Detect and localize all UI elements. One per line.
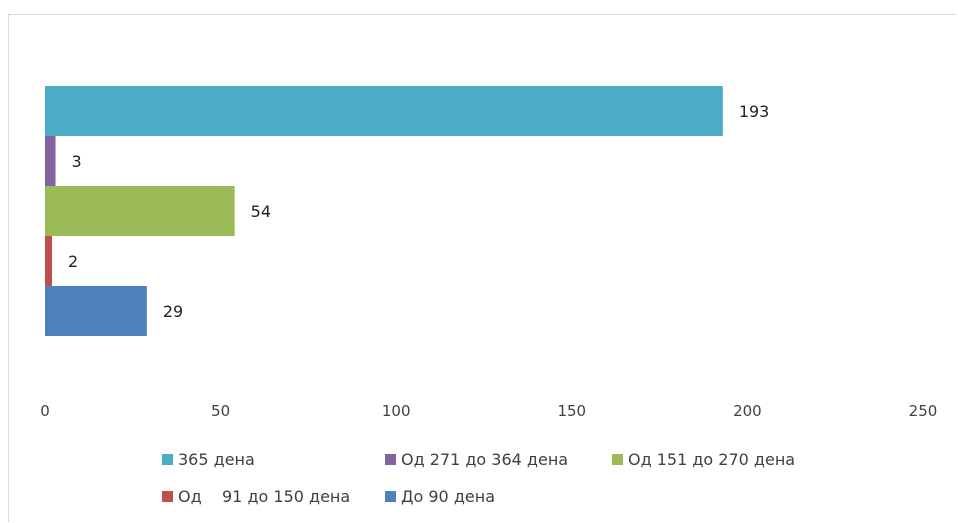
bar-3 — [45, 236, 53, 286]
data-label-0: 193 — [739, 102, 770, 121]
x-tick-label-2: 100 — [382, 402, 411, 420]
bar-2 — [45, 186, 235, 236]
x-tick-label-1: 50 — [211, 402, 230, 420]
data-label-3: 2 — [68, 252, 78, 271]
data-label-4: 29 — [163, 302, 183, 321]
bar-1 — [45, 136, 56, 186]
data-labels-group: 193 3 54 2 29 — [68, 102, 769, 321]
data-label-2: 54 — [251, 202, 271, 221]
x-tick-label-0: 0 — [40, 402, 50, 420]
bar-4 — [45, 286, 147, 336]
data-label-1: 3 — [72, 152, 82, 171]
x-tick-label-4: 200 — [733, 402, 762, 420]
bar-0 — [45, 86, 723, 136]
x-tick-label-3: 150 — [557, 402, 586, 420]
chart-frame — [8, 14, 956, 522]
x-axis-ticks: 0 50 100 150 200 250 — [40, 402, 937, 420]
x-tick-label-5: 250 — [909, 402, 938, 420]
bars-group — [45, 86, 723, 336]
